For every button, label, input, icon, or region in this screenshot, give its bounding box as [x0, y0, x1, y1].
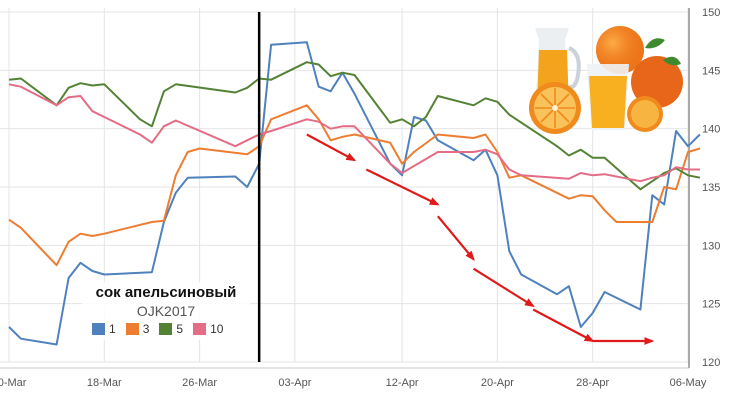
- legend-swatch: [92, 323, 105, 335]
- legend-swatch: [159, 323, 173, 335]
- y-tick-label: 140: [702, 124, 720, 136]
- tick-labels: 15014514013513012512010-Mar18-Mar26-Mar0…: [0, 7, 720, 389]
- y-tick-label: 130: [702, 240, 720, 252]
- legend-entry-5: 5: [159, 322, 183, 336]
- trend-arrows: [306, 133, 655, 345]
- x-tick-label: 18-Mar: [87, 377, 122, 389]
- legend-swatch: [193, 323, 207, 335]
- legend-label: 5: [176, 322, 184, 336]
- legend-swatch: [125, 323, 139, 335]
- series-line-3: [8, 104, 701, 267]
- legend-label: 3: [142, 322, 150, 336]
- y-tick-label: 120: [702, 357, 720, 369]
- axes: [0, 8, 690, 369]
- trend-arrow: [532, 308, 595, 342]
- x-tick-label: 06-May: [670, 377, 707, 389]
- legend-entries: 1 3 5 10: [92, 322, 223, 336]
- chart-subtitle: OJK2017: [136, 303, 196, 319]
- legend-entry-10: 10: [193, 322, 223, 336]
- series-line-10: [8, 83, 700, 183]
- legend-label: 10: [210, 322, 224, 336]
- y-tick-label: 125: [702, 299, 720, 311]
- y-tick-label: 135: [702, 182, 720, 194]
- series-line-5: [8, 61, 701, 191]
- y-tick-label: 145: [702, 65, 720, 77]
- x-tick-label: 12-Apr: [386, 377, 419, 389]
- trend-arrow: [436, 215, 475, 261]
- x-tick-label: 03-Apr: [278, 377, 311, 389]
- x-tick-label: 10-Mar: [0, 377, 27, 389]
- trend-arrow: [365, 168, 440, 206]
- orange-juice-photo: [525, 20, 685, 135]
- series-lines: [8, 41, 701, 346]
- x-tick-label: 20-Apr: [481, 377, 514, 389]
- legend-entry-3: 3: [125, 322, 150, 336]
- chart-title: сок апельсиновый: [95, 284, 237, 301]
- legend: сок апельсиновый OJK2017 1 3 5 10: [82, 282, 250, 340]
- trend-arrow: [472, 267, 535, 308]
- x-tick-label: 28-Apr: [576, 377, 609, 389]
- trend-arrow: [306, 133, 357, 162]
- legend-label: 1: [109, 322, 116, 336]
- x-tick-label: 26-Mar: [182, 377, 217, 389]
- y-tick-label: 150: [702, 7, 720, 19]
- legend-entry-1: 1: [92, 322, 116, 336]
